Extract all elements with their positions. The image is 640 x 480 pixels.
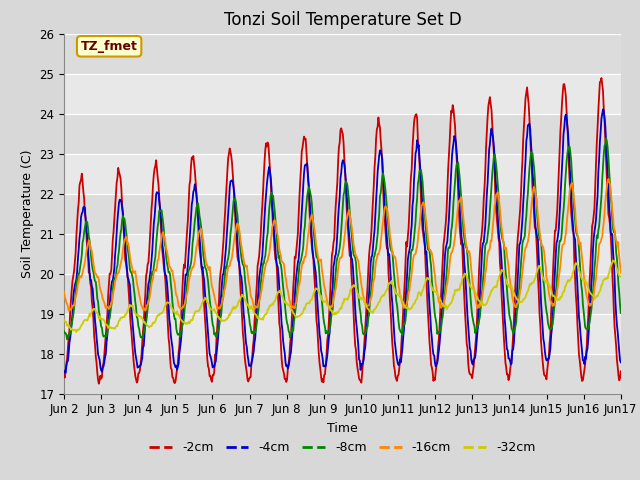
Bar xyxy=(64,313,621,354)
Bar xyxy=(64,274,621,313)
Bar xyxy=(64,354,621,394)
X-axis label: Time: Time xyxy=(327,422,358,435)
Bar xyxy=(64,234,621,274)
Bar xyxy=(64,154,621,193)
Legend: -2cm, -4cm, -8cm, -16cm, -32cm: -2cm, -4cm, -8cm, -16cm, -32cm xyxy=(145,436,540,459)
Bar xyxy=(64,73,621,114)
Text: TZ_fmet: TZ_fmet xyxy=(81,40,138,53)
Bar xyxy=(64,34,621,73)
Y-axis label: Soil Temperature (C): Soil Temperature (C) xyxy=(20,149,34,278)
Title: Tonzi Soil Temperature Set D: Tonzi Soil Temperature Set D xyxy=(223,11,461,29)
Bar xyxy=(64,193,621,234)
Bar xyxy=(64,114,621,154)
